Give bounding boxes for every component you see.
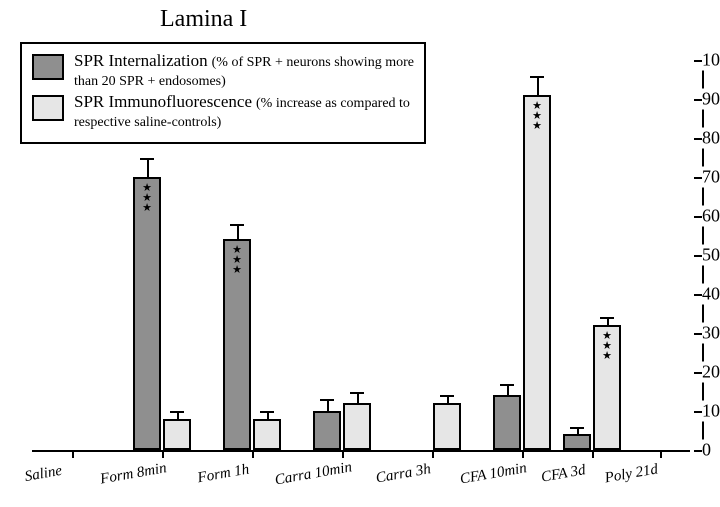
y-tick-label: 0 [702,440,711,461]
error-bar [147,158,149,178]
x-label: Saline [24,463,64,486]
x-tick [162,450,164,458]
y-tick-label: 60 [702,206,720,227]
y-tick-label: 70 [702,167,720,188]
error-bar [537,76,539,96]
error-cap [600,317,614,319]
legend-row: SPR Internalization (% of SPR + neurons … [32,52,414,91]
x-label: Form 8min [99,460,168,488]
bar [563,434,591,450]
chart-root: Lamina I SPR Internalization (% of SPR +… [0,0,720,507]
x-tick [72,450,74,458]
error-cap [260,411,274,413]
x-tick [342,450,344,458]
bar [343,403,371,450]
legend-row: SPR Immunofluorescence (% increase as co… [32,93,414,132]
y-tick-label: 30 [702,323,720,344]
error-cap [320,399,334,401]
significance-marker: ★★★ [600,331,614,361]
bar [133,177,161,450]
y-tick-label: 20 [702,362,720,383]
significance-marker: ★★★ [530,101,544,131]
legend: SPR Internalization (% of SPR + neurons … [20,42,426,144]
x-tick [592,450,594,458]
legend-name-b: SPR Immunofluorescence [74,92,252,111]
error-cap [170,411,184,413]
legend-text-a: SPR Internalization (% of SPR + neurons … [74,52,414,91]
bar [313,411,341,450]
x-tick [432,450,434,458]
x-label: Carra 10min [274,459,354,489]
x-label: Poly 21d [604,461,660,487]
bar [523,95,551,450]
significance-marker: ★★★ [230,245,244,275]
x-label: Form 1h [196,461,250,487]
x-tick [252,450,254,458]
error-cap [570,427,584,429]
error-cap [230,224,244,226]
legend-name-a: SPR Internalization [74,51,208,70]
bar [493,395,521,450]
significance-marker: ★★★ [140,183,154,213]
error-cap [350,392,364,394]
chart-title: Lamina I [160,6,247,33]
y-axis: 0102030405060708090100 [688,60,704,450]
y-tick-label: 40 [702,284,720,305]
y-tick-label: 80 [702,128,720,149]
legend-swatch-a [32,54,64,80]
x-tick [522,450,524,458]
bar [253,419,281,450]
x-label: Carra 3h [375,461,433,487]
bar [163,419,191,450]
y-tick-label: 90 [702,89,720,110]
y-tick-label: 100 [702,50,720,71]
x-label: CFA 3d [540,462,587,487]
y-tick-label: 50 [702,245,720,266]
x-label: CFA 10min [459,460,528,488]
legend-swatch-b [32,95,64,121]
error-bar [237,224,239,240]
y-tick-label: 10 [702,401,720,422]
error-cap [140,158,154,160]
bar [433,403,461,450]
x-tick [660,450,662,458]
error-cap [440,395,454,397]
error-cap [530,76,544,78]
error-cap [500,384,514,386]
legend-text-b: SPR Immunofluorescence (% increase as co… [74,93,414,132]
